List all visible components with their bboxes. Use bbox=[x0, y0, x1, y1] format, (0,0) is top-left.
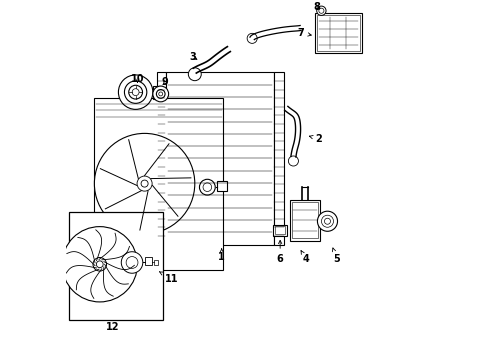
Circle shape bbox=[188, 68, 201, 81]
Circle shape bbox=[95, 134, 195, 234]
Bar bbox=[293, 202, 318, 238]
Circle shape bbox=[119, 75, 153, 109]
Circle shape bbox=[159, 92, 163, 96]
Text: 6: 6 bbox=[277, 240, 284, 264]
Text: 12: 12 bbox=[105, 322, 119, 332]
Circle shape bbox=[97, 261, 103, 268]
Circle shape bbox=[141, 180, 148, 187]
Bar bbox=[69, 212, 163, 320]
Circle shape bbox=[203, 183, 212, 192]
Circle shape bbox=[156, 90, 165, 98]
Circle shape bbox=[93, 257, 106, 271]
Bar bbox=[217, 181, 227, 191]
Text: 3: 3 bbox=[190, 52, 197, 62]
Circle shape bbox=[129, 85, 143, 99]
Bar bbox=[153, 260, 158, 265]
Circle shape bbox=[318, 211, 338, 231]
Circle shape bbox=[247, 33, 257, 43]
Text: 1: 1 bbox=[219, 249, 225, 262]
Circle shape bbox=[319, 8, 324, 13]
Circle shape bbox=[199, 179, 215, 195]
Text: 4: 4 bbox=[301, 251, 309, 264]
Circle shape bbox=[289, 156, 298, 166]
Circle shape bbox=[62, 227, 137, 302]
Bar bbox=[273, 225, 287, 235]
Circle shape bbox=[324, 218, 330, 224]
Circle shape bbox=[321, 215, 334, 227]
Text: 2: 2 bbox=[309, 134, 322, 144]
Circle shape bbox=[153, 86, 169, 102]
Circle shape bbox=[132, 89, 139, 96]
Bar bbox=[95, 98, 223, 270]
Bar bbox=[290, 200, 320, 241]
Circle shape bbox=[122, 252, 143, 273]
Bar bbox=[157, 72, 166, 244]
Text: 7: 7 bbox=[297, 28, 311, 38]
Text: 11: 11 bbox=[159, 272, 178, 284]
Circle shape bbox=[126, 257, 138, 269]
Text: 10: 10 bbox=[131, 74, 144, 84]
Text: 9: 9 bbox=[162, 77, 169, 87]
Text: 5: 5 bbox=[332, 248, 340, 264]
Bar bbox=[274, 72, 285, 244]
Bar bbox=[166, 72, 274, 244]
Bar bbox=[275, 226, 285, 234]
Text: 8: 8 bbox=[313, 2, 320, 12]
Circle shape bbox=[124, 81, 147, 103]
Bar bbox=[317, 15, 360, 51]
Bar bbox=[315, 13, 362, 53]
Bar bbox=[145, 257, 152, 265]
Bar bbox=[153, 86, 162, 99]
Circle shape bbox=[137, 176, 152, 191]
Circle shape bbox=[317, 6, 326, 15]
